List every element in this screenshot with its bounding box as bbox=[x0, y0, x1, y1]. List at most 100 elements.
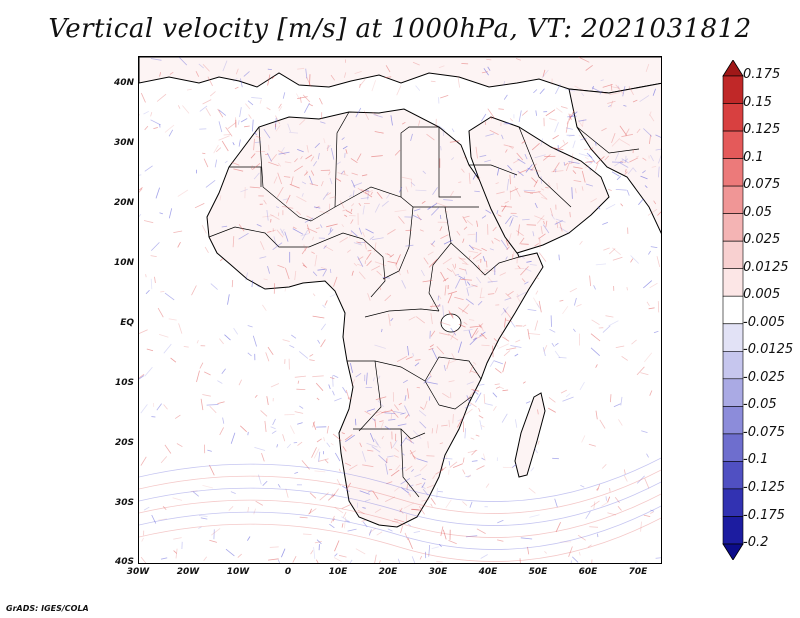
updraft-stroke bbox=[399, 509, 404, 514]
updraft-stroke bbox=[294, 270, 297, 281]
updraft-stroke bbox=[537, 440, 540, 445]
asia-landmass bbox=[568, 82, 661, 234]
updraft-stroke bbox=[296, 210, 302, 216]
updraft-stroke bbox=[531, 177, 538, 184]
downdraft-stroke bbox=[319, 224, 323, 228]
colorbar-bottom-triangle bbox=[722, 543, 744, 560]
updraft-stroke bbox=[273, 176, 278, 184]
updraft-stroke bbox=[199, 362, 204, 369]
updraft-stroke bbox=[469, 402, 477, 408]
updraft-stroke bbox=[277, 150, 286, 155]
updraft-stroke bbox=[405, 186, 409, 193]
updraft-stroke bbox=[447, 293, 453, 304]
updraft-stroke bbox=[562, 139, 566, 144]
updraft-stroke bbox=[578, 551, 581, 556]
updraft-stroke bbox=[479, 323, 484, 327]
updraft-stroke bbox=[237, 553, 242, 558]
updraft-stroke bbox=[481, 344, 490, 347]
updraft-stroke bbox=[493, 405, 497, 411]
updraft-stroke bbox=[217, 108, 224, 118]
updraft-stroke bbox=[289, 183, 300, 189]
updraft-stroke bbox=[602, 84, 613, 88]
downdraft-stroke bbox=[225, 548, 235, 557]
updraft-stroke bbox=[266, 229, 276, 234]
updraft-stroke bbox=[293, 165, 304, 172]
updraft-stroke bbox=[436, 346, 445, 355]
downdraft-stroke bbox=[405, 437, 415, 444]
updraft-stroke bbox=[568, 113, 572, 121]
updraft-stroke bbox=[309, 359, 315, 361]
updraft-stroke bbox=[597, 484, 601, 491]
colorbar-level-label: -0.175 bbox=[743, 507, 785, 523]
updraft-stroke bbox=[602, 92, 607, 95]
downdraft-stroke bbox=[585, 183, 594, 187]
updraft-stroke bbox=[297, 96, 308, 99]
updraft-stroke bbox=[538, 252, 547, 262]
downdraft-stroke bbox=[650, 246, 658, 248]
downdraft-stroke bbox=[224, 160, 228, 164]
updraft-stroke bbox=[605, 315, 614, 318]
updraft-stroke bbox=[342, 511, 347, 518]
downdraft-stroke bbox=[619, 162, 629, 168]
updraft-stroke bbox=[387, 229, 396, 235]
updraft-stroke bbox=[476, 528, 486, 534]
arabian-peninsula bbox=[468, 116, 610, 254]
updraft-stroke bbox=[514, 268, 525, 270]
updraft-stroke bbox=[376, 270, 382, 276]
updraft-stroke bbox=[508, 145, 514, 150]
updraft-stroke bbox=[595, 410, 598, 420]
downdraft-stroke bbox=[632, 167, 637, 173]
updraft-stroke bbox=[282, 434, 286, 442]
updraft-stroke bbox=[534, 320, 539, 331]
updraft-stroke bbox=[515, 339, 521, 343]
downdraft-stroke bbox=[418, 410, 427, 417]
updraft-stroke bbox=[270, 154, 278, 162]
updraft-stroke bbox=[294, 411, 304, 414]
updraft-stroke bbox=[157, 307, 164, 318]
updraft-stroke bbox=[610, 394, 612, 403]
updraft-stroke bbox=[612, 247, 621, 256]
updraft-stroke bbox=[344, 434, 353, 441]
updraft-stroke bbox=[289, 425, 295, 434]
downdraft-stroke bbox=[409, 484, 414, 488]
updraft-stroke bbox=[156, 93, 167, 102]
downdraft-stroke bbox=[400, 478, 411, 485]
updraft-stroke bbox=[265, 352, 270, 362]
downdraft-stroke bbox=[597, 206, 601, 210]
updraft-stroke bbox=[356, 153, 362, 161]
downdraft-stroke bbox=[518, 110, 522, 122]
downdraft-stroke bbox=[533, 89, 538, 94]
updraft-stroke bbox=[572, 170, 577, 174]
updraft-stroke bbox=[333, 276, 338, 287]
downdraft-stroke bbox=[475, 392, 482, 403]
downdraft-stroke bbox=[641, 430, 648, 433]
updraft-stroke bbox=[267, 346, 274, 356]
downdraft-stroke bbox=[410, 181, 416, 187]
updraft-stroke bbox=[407, 436, 413, 443]
updraft-stroke bbox=[502, 361, 507, 373]
updraft-stroke bbox=[324, 245, 334, 252]
downdraft-stroke bbox=[247, 100, 254, 106]
updraft-stroke bbox=[421, 499, 430, 502]
downdraft-stroke bbox=[483, 68, 489, 76]
downdraft-stroke bbox=[443, 239, 453, 245]
updraft-stroke bbox=[395, 254, 401, 266]
updraft-stroke bbox=[254, 394, 258, 398]
updraft-stroke bbox=[168, 318, 177, 321]
updraft-stroke bbox=[609, 248, 616, 255]
updraft-stroke bbox=[462, 469, 466, 475]
updraft-stroke bbox=[306, 76, 312, 88]
updraft-stroke bbox=[545, 186, 549, 189]
updraft-stroke bbox=[357, 187, 367, 195]
updraft-stroke bbox=[504, 201, 509, 204]
updraft-stroke bbox=[228, 506, 234, 511]
downdraft-stroke bbox=[564, 88, 576, 92]
updraft-stroke bbox=[601, 464, 607, 469]
updraft-stroke bbox=[435, 202, 448, 208]
downdraft-stroke bbox=[291, 334, 297, 339]
downdraft-stroke bbox=[578, 119, 587, 122]
updraft-stroke bbox=[345, 210, 353, 214]
updraft-stroke bbox=[467, 474, 472, 479]
downdraft-stroke bbox=[375, 442, 381, 449]
downdraft-stroke bbox=[466, 288, 470, 296]
